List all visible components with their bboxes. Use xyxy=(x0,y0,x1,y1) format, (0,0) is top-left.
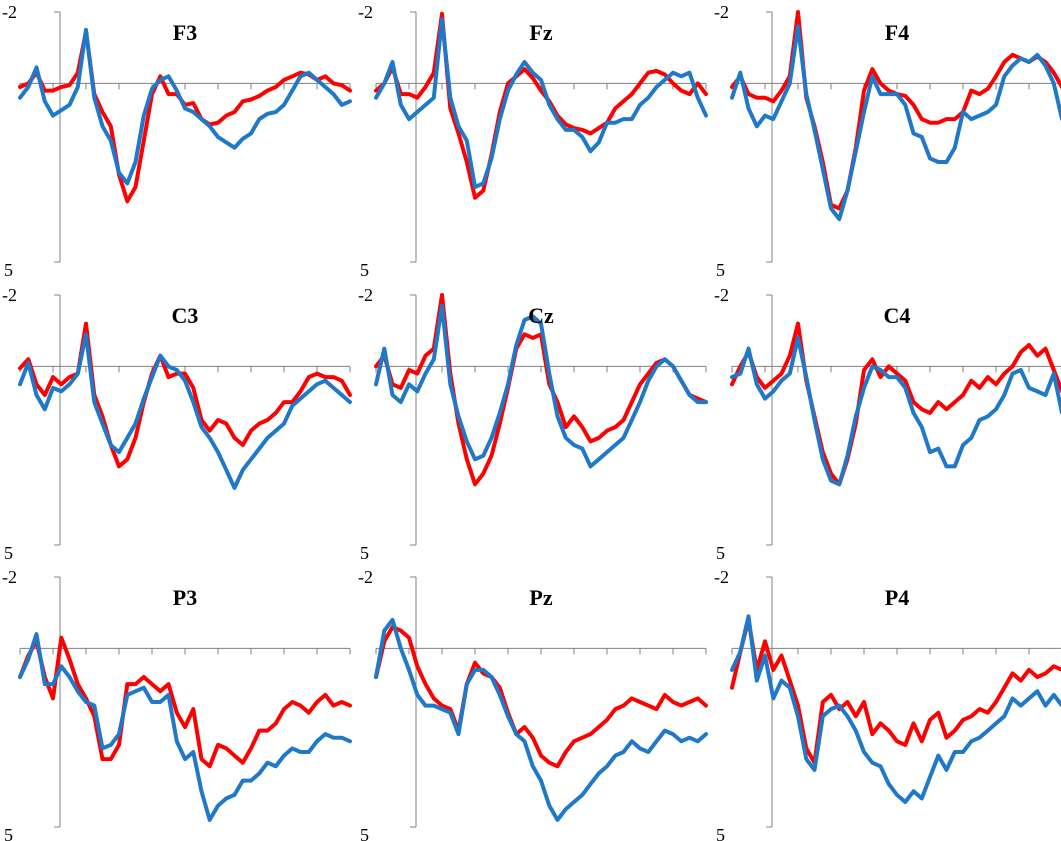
blue-trace xyxy=(730,24,1061,222)
y-tick-label-top: -2 xyxy=(714,285,729,305)
blue-trace xyxy=(18,27,352,186)
red-trace xyxy=(18,321,352,469)
y-tick-label-top: -2 xyxy=(714,2,729,22)
panel-title: F3 xyxy=(173,20,197,45)
erp-panel-f3: -2 5 F3 xyxy=(2,2,352,280)
y-tick-label-top: -2 xyxy=(714,567,729,587)
y-tick-label-top: -2 xyxy=(358,567,373,587)
blue-trace xyxy=(730,335,1061,487)
blue-trace xyxy=(374,303,708,469)
blue-trace xyxy=(730,614,1061,804)
y-tick-label-top: -2 xyxy=(358,2,373,22)
y-tick-label-top: -2 xyxy=(2,285,17,305)
erp-panel-cz: -2 5 Cz xyxy=(358,285,708,563)
panel-title: F4 xyxy=(885,20,909,45)
panel-title: Pz xyxy=(529,585,552,610)
panel-title: C3 xyxy=(172,303,199,328)
red-trace xyxy=(18,635,352,769)
red-trace xyxy=(374,625,708,769)
y-tick-label-bottom: 5 xyxy=(4,260,13,280)
erp-panel-c4: -2 5 C4 xyxy=(714,285,1061,563)
y-tick-label-bottom: 5 xyxy=(4,825,13,841)
panel-title: P4 xyxy=(885,585,909,610)
erp-panel-c3: -2 5 C3 xyxy=(2,285,352,563)
y-tick-label-bottom: 5 xyxy=(360,260,369,280)
y-tick-label-top: -2 xyxy=(2,567,17,587)
panel-title: Fz xyxy=(529,20,552,45)
erp-panel-pz: -2 5 Pz xyxy=(358,567,708,841)
y-tick-label-bottom: 5 xyxy=(716,543,725,563)
red-trace xyxy=(374,11,708,200)
y-tick-label-top: -2 xyxy=(358,285,373,305)
red-trace xyxy=(18,29,352,204)
erp-panel-fz: -2 5 Fz xyxy=(358,2,708,280)
erp-panel-f4: -2 5 F4 xyxy=(714,2,1061,280)
y-tick-label-bottom: 5 xyxy=(360,825,369,841)
red-trace xyxy=(730,617,1061,765)
red-trace xyxy=(730,321,1061,487)
blue-trace xyxy=(18,632,352,822)
y-tick-label-bottom: 5 xyxy=(4,543,13,563)
y-tick-label-bottom: 5 xyxy=(716,825,725,841)
panel-title: Cz xyxy=(528,303,554,328)
y-tick-label-top: -2 xyxy=(2,2,17,22)
erp-panel-p4: -2 5 P4 xyxy=(714,567,1061,841)
y-tick-label-bottom: 5 xyxy=(716,260,725,280)
blue-trace xyxy=(374,617,708,822)
panel-title: C4 xyxy=(884,303,911,328)
panel-title: P3 xyxy=(173,585,197,610)
erp-panel-p3: -2 5 P3 xyxy=(2,567,352,841)
blue-trace xyxy=(374,17,708,189)
y-tick-label-bottom: 5 xyxy=(360,543,369,563)
blue-trace xyxy=(18,332,352,490)
